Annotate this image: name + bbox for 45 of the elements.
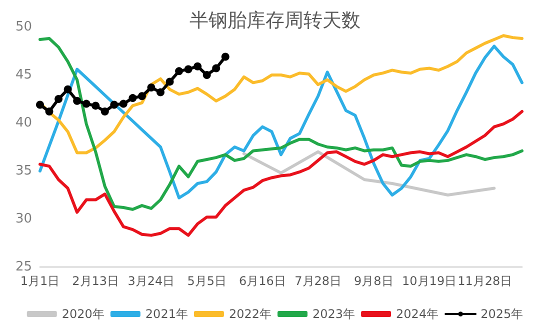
point (194, 62, 202, 70)
point (100, 107, 109, 116)
point (175, 67, 184, 76)
point (119, 100, 128, 108)
point (147, 83, 156, 92)
x-tick-label: 9月8日 (354, 274, 394, 288)
point (156, 88, 164, 96)
x-tick-label: 5月5日 (187, 274, 226, 288)
x-tick-label: 11月28日 (458, 274, 512, 288)
legend-label: 2020年 (62, 307, 104, 321)
y-tick-label: 35 (15, 164, 32, 178)
legend-label: 2025年 (480, 307, 524, 321)
x-tick-label: 10月19日 (402, 274, 457, 288)
point (221, 52, 230, 61)
point (138, 92, 146, 100)
line-series (242, 150, 496, 196)
legend-label: 2023年 (312, 307, 356, 321)
point (64, 85, 72, 94)
point (82, 100, 90, 108)
legend-label: 2021年 (145, 307, 188, 321)
line-series (38, 110, 524, 237)
point (36, 100, 44, 109)
y-tick-label: 45 (15, 68, 32, 82)
y-tick-label: 40 (15, 116, 32, 130)
y-tick-label: 50 (15, 20, 32, 34)
point (128, 94, 137, 102)
point (54, 95, 63, 103)
chart-title: 半钢胎库存周转天数 (190, 10, 360, 32)
legend-label: 2024年 (396, 307, 439, 321)
y-tick-label: 25 (15, 260, 32, 274)
point (184, 65, 192, 74)
y-tick-label: 30 (15, 212, 32, 226)
x-tick-label: 1月1日 (20, 274, 60, 288)
legend-label: 2022年 (228, 307, 272, 321)
x-tick-label: 7月28日 (294, 274, 342, 288)
point (92, 102, 100, 110)
point (202, 71, 211, 79)
x-tick-label: 6月16日 (239, 274, 286, 288)
x-tick-label: 2月13日 (72, 274, 120, 288)
x-tick-label: 3月24日 (128, 274, 175, 288)
point (45, 107, 54, 116)
point (166, 78, 174, 86)
point (73, 96, 82, 105)
point (212, 64, 220, 72)
point (110, 100, 118, 109)
